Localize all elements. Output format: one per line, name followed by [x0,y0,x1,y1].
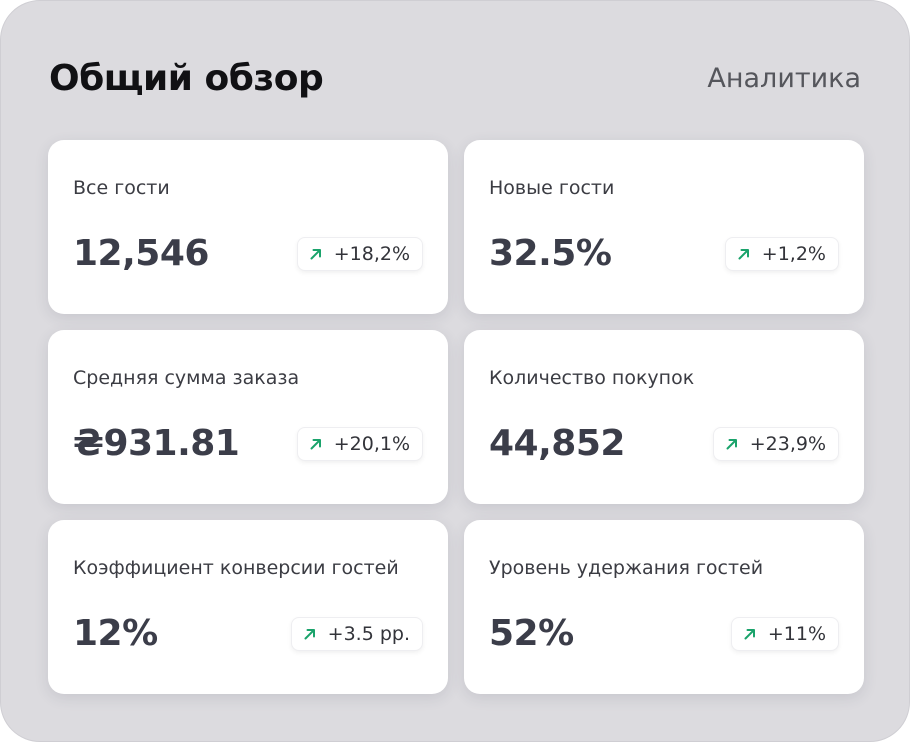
metric-value: 52% [489,613,574,654]
change-value: +11% [767,623,826,645]
arrow-up-right-icon [304,629,315,640]
change-badge: +1,2% [724,237,839,271]
metric-card-retention[interactable]: Уровень удержания гостей 52% +11% [464,520,864,694]
change-badge: +23,9% [712,427,839,461]
change-value: +18,2% [333,243,410,265]
metric-label: Уровень удержания гостей [489,557,764,579]
metric-label: Количество покупок [489,367,695,389]
metric-card-purchases[interactable]: Количество покупок 44,852 +23,9% [464,330,864,504]
metric-label: Средняя сумма заказа [73,367,300,389]
arrow-up-right-icon [310,249,321,260]
arrow-up-right-icon [726,439,737,450]
change-value: +20,1% [333,433,410,455]
metric-label: Все гости [73,177,170,199]
metric-label: Коэффициент конверсии гостей [73,557,399,579]
metric-card-conversion[interactable]: Коэффициент конверсии гостей 12% +3.5 pp… [48,520,448,694]
change-value: +1,2% [761,243,826,265]
change-badge: +3.5 pp. [290,617,423,651]
change-value: +3.5 pp. [327,623,410,645]
metric-card-average-order[interactable]: Средняя сумма заказа ₴931.81 +20,1% [48,330,448,504]
change-badge: +20,1% [296,427,423,461]
metric-value: 44,852 [489,423,625,464]
metric-card-new-guests[interactable]: Новые гости 32.5% +1,2% [464,140,864,314]
analytics-link[interactable]: Аналитика [707,63,861,94]
arrow-up-right-icon [310,439,321,450]
change-badge: +18,2% [296,237,423,271]
metric-card-all-guests[interactable]: Все гости 12,546 +18,2% [48,140,448,314]
page-title: Общий обзор [49,58,324,99]
change-value: +23,9% [749,433,826,455]
metric-value: 12% [73,613,158,654]
metric-value: 32.5% [489,233,612,274]
change-badge: +11% [730,617,839,651]
arrow-up-right-icon [744,629,755,640]
metric-label: Новые гости [489,177,615,199]
metric-value: 12,546 [73,233,209,274]
metric-value: ₴931.81 [73,423,240,464]
arrow-up-right-icon [738,249,749,260]
